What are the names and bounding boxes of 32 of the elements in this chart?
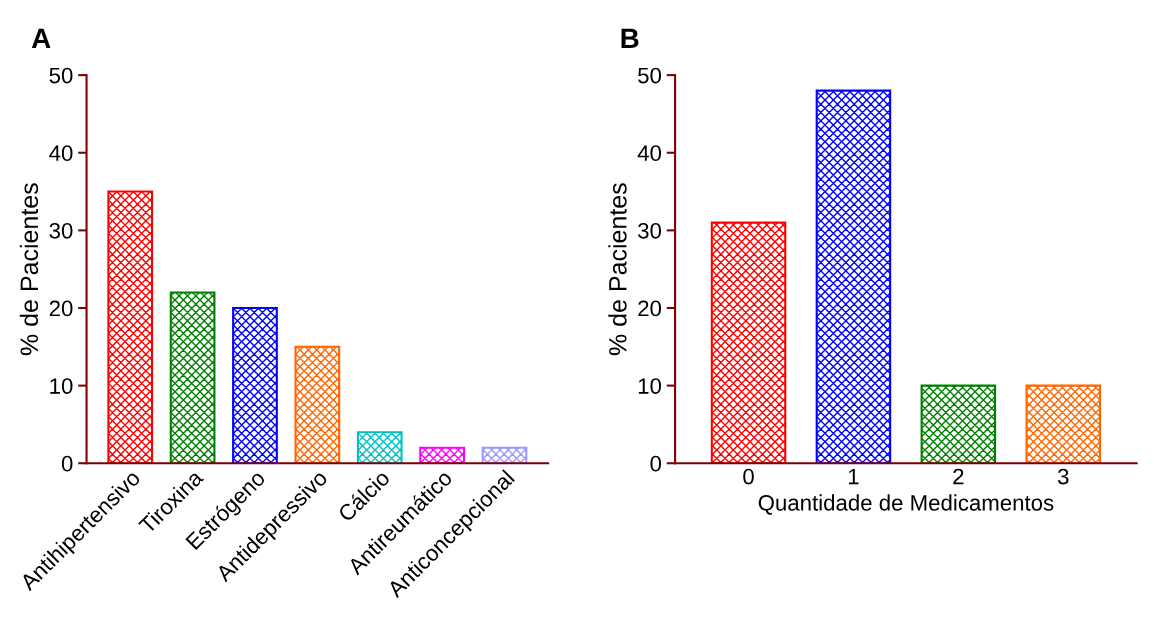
y-tick-label: 10 <box>50 378 73 394</box>
bar <box>481 446 528 464</box>
chart-title: B <box>621 28 639 48</box>
y-axis-title: % de Pacientes <box>19 183 39 356</box>
bar <box>1025 384 1102 464</box>
bar <box>815 89 892 464</box>
chart-title: A <box>31 28 51 48</box>
bar <box>356 431 403 464</box>
y-tick-label: 50 <box>638 67 662 84</box>
bar <box>169 291 216 464</box>
y-tick-label: 30 <box>638 222 662 239</box>
y-tick-label: 10 <box>638 378 662 394</box>
x-tick-label: 3 <box>1057 468 1069 485</box>
y-tick-label: 40 <box>637 145 662 162</box>
y-tick-label: 20 <box>49 300 73 317</box>
bar <box>232 306 278 464</box>
y-tick-label: 0 <box>61 455 73 472</box>
bar <box>710 221 787 464</box>
y-tick-label: 0 <box>650 455 662 472</box>
x-tick-label: 2 <box>953 468 964 485</box>
bar <box>920 384 997 464</box>
x-tick-label: 1 <box>848 468 859 485</box>
x-tick-label: 0 <box>743 468 754 485</box>
bar <box>419 446 465 464</box>
bar <box>294 345 341 464</box>
x-axis-title: Quantidade de Medicamentos <box>758 494 1054 515</box>
y-axis-title: % de Pacientes <box>608 183 627 356</box>
y-tick-label: 20 <box>638 300 662 317</box>
bar <box>107 190 154 464</box>
y-tick-label: 40 <box>49 145 73 162</box>
y-tick-label: 30 <box>49 222 73 239</box>
y-tick-label: 50 <box>49 67 73 84</box>
